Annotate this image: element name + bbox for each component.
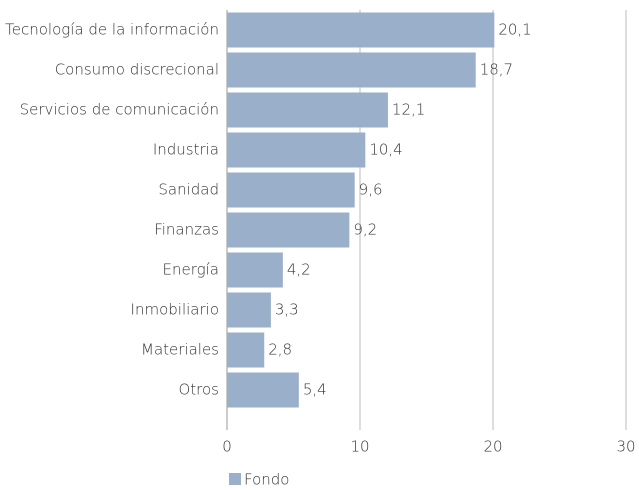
- legend-label: Fondo: [244, 471, 289, 489]
- x-tick-label: 30: [616, 438, 635, 456]
- value-label: 4,2: [287, 261, 311, 279]
- value-label: 9,2: [353, 221, 377, 239]
- bar: [227, 12, 495, 48]
- value-label: 20,1: [498, 21, 531, 39]
- x-tick-label: 20: [483, 438, 502, 456]
- y-tick-label: Servicios de comunicación: [20, 101, 219, 119]
- bar: [227, 92, 388, 128]
- y-tick-label: Industria: [153, 141, 219, 159]
- y-tick-label: Materiales: [141, 341, 219, 359]
- value-label: 2,8: [268, 341, 292, 359]
- value-label: 3,3: [275, 301, 299, 319]
- legend-swatch: [229, 473, 241, 485]
- bar: [227, 212, 350, 248]
- bar: [227, 292, 271, 328]
- bar: [227, 172, 355, 208]
- bar: [227, 372, 299, 408]
- value-label: 5,4: [303, 381, 327, 399]
- bar: [227, 332, 265, 368]
- value-label: 10,4: [369, 141, 402, 159]
- bar: [227, 252, 283, 288]
- value-label: 9,6: [359, 181, 383, 199]
- y-tick-label: Otros: [178, 381, 219, 399]
- value-label: 18,7: [480, 61, 513, 79]
- y-tick-label: Consumo discrecional: [55, 61, 219, 79]
- y-tick-label: Tecnología de la información: [5, 21, 219, 39]
- y-tick-label: Energía: [163, 261, 219, 279]
- bar: [227, 132, 366, 168]
- y-tick-label: Inmobiliario: [131, 301, 219, 319]
- y-tick-label: Finanzas: [154, 221, 219, 239]
- y-tick-label: Sanidad: [158, 181, 219, 199]
- x-tick-label: 10: [350, 438, 369, 456]
- x-tick-label: 0: [222, 438, 232, 456]
- value-label: 12,1: [392, 101, 425, 119]
- bar: [227, 52, 476, 88]
